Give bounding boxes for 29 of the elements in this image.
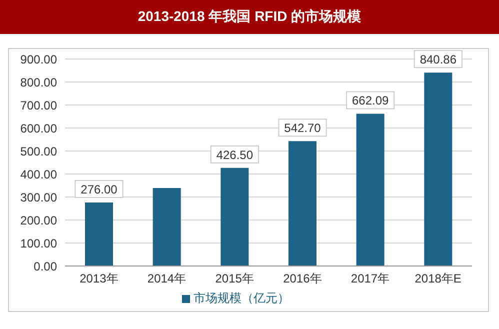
data-label: 840.86 xyxy=(420,52,457,67)
y-tick-label: 200.00 xyxy=(20,213,58,228)
x-tick-label: 2016年 xyxy=(283,272,322,286)
y-tick-label: 500.00 xyxy=(20,144,58,158)
x-tick-label: 2013年 xyxy=(80,272,118,286)
y-tick-label: 800.00 xyxy=(20,75,58,90)
y-tick-label: 700.00 xyxy=(20,98,58,112)
bar xyxy=(220,168,249,266)
bar xyxy=(424,72,452,266)
chart-title: 2013-2018 年我国 RFID 的市场规模 xyxy=(0,0,499,34)
data-label: 542.70 xyxy=(284,121,322,136)
bar xyxy=(85,202,113,266)
data-label: 276.00 xyxy=(80,182,118,197)
y-tick-label: 600.00 xyxy=(20,121,58,136)
bar xyxy=(356,114,384,266)
x-tick-label: 2017年 xyxy=(350,272,390,286)
legend-label: 市场规模（亿元） xyxy=(194,291,290,305)
x-tick-label: 2015年 xyxy=(215,272,254,286)
y-tick-label: 400.00 xyxy=(20,167,58,182)
bar xyxy=(288,141,316,266)
y-tick-label: 900.00 xyxy=(20,52,58,66)
data-label: 426.50 xyxy=(216,148,254,162)
x-tick-label: 2018年E xyxy=(414,272,462,286)
data-label: 662.09 xyxy=(352,94,390,108)
y-tick-label: 300.00 xyxy=(20,190,58,204)
y-tick-label: 100.00 xyxy=(20,236,58,250)
x-tick-label: 2014年 xyxy=(147,272,186,286)
y-tick-label: 0.00 xyxy=(34,259,58,274)
bar xyxy=(152,188,181,266)
